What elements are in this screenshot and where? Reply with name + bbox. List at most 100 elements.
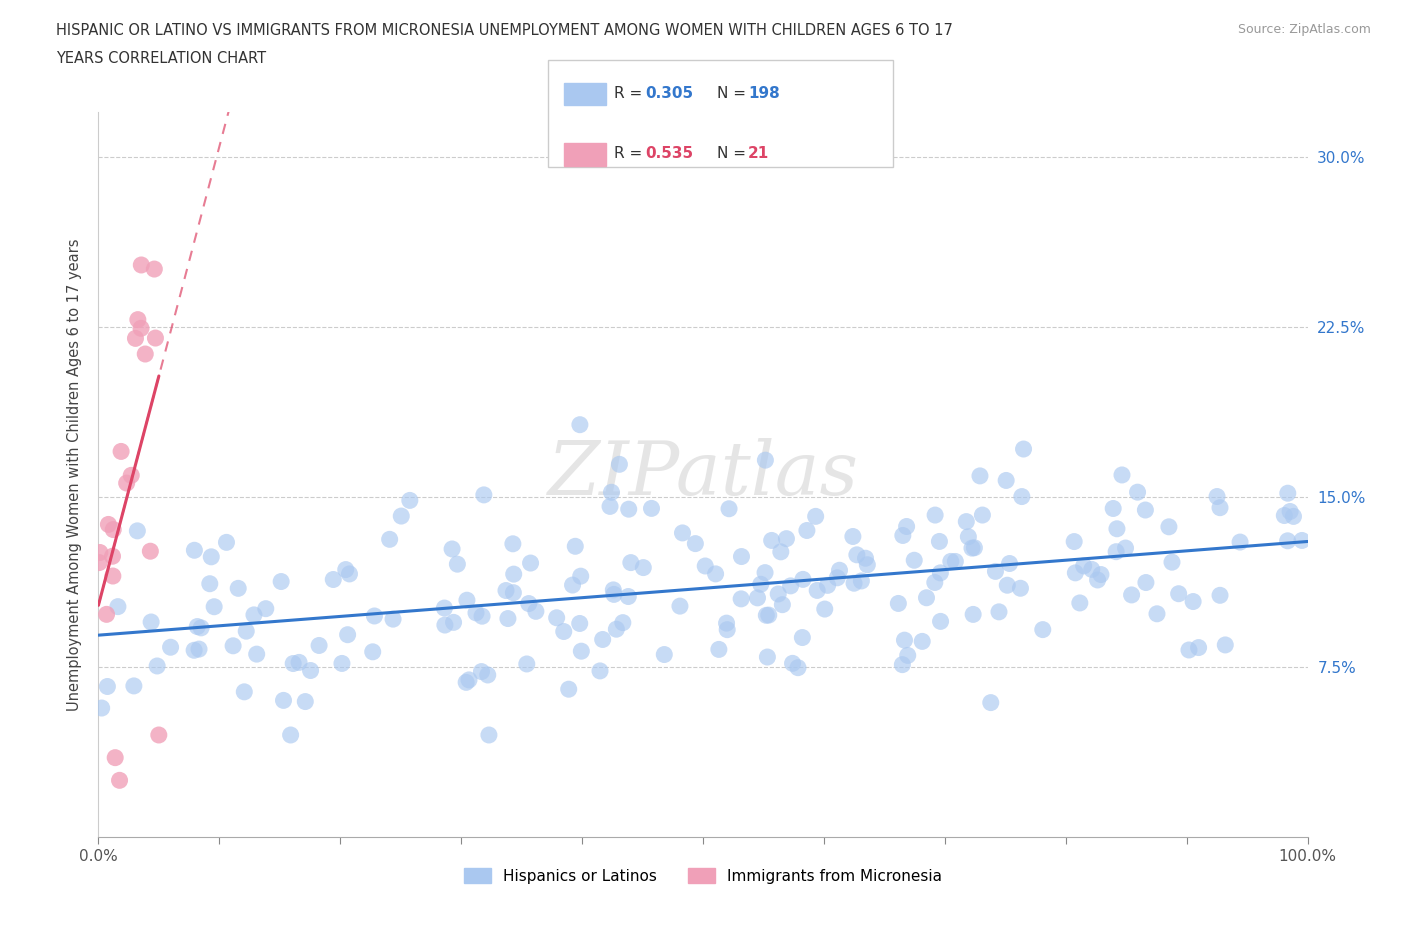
Point bbox=[1010, 581, 1032, 596]
Point bbox=[254, 601, 277, 616]
Point bbox=[502, 537, 524, 551]
Point bbox=[1161, 554, 1184, 569]
Point bbox=[458, 672, 481, 687]
Point bbox=[671, 525, 693, 540]
Point bbox=[609, 457, 631, 472]
Point bbox=[477, 668, 499, 683]
Point bbox=[1157, 519, 1180, 534]
Point bbox=[443, 615, 465, 630]
Point bbox=[1187, 640, 1209, 655]
Point bbox=[139, 615, 162, 630]
Point bbox=[749, 577, 772, 591]
Point bbox=[602, 582, 624, 597]
Point bbox=[1277, 485, 1299, 500]
Point bbox=[929, 614, 952, 629]
Point bbox=[589, 663, 612, 678]
Text: R =: R = bbox=[614, 146, 648, 161]
Point bbox=[1080, 562, 1102, 577]
Point bbox=[1206, 489, 1229, 504]
Point bbox=[669, 599, 692, 614]
Point bbox=[845, 548, 868, 563]
Point bbox=[568, 418, 591, 432]
Point bbox=[599, 499, 621, 514]
Point bbox=[336, 627, 359, 642]
Point bbox=[226, 581, 249, 596]
Point bbox=[131, 258, 153, 272]
Point bbox=[756, 649, 779, 664]
Point bbox=[796, 523, 818, 538]
Point bbox=[1167, 586, 1189, 601]
Point bbox=[962, 607, 984, 622]
Point bbox=[716, 616, 738, 631]
Point bbox=[814, 602, 837, 617]
Point bbox=[104, 751, 127, 765]
Point bbox=[730, 591, 752, 606]
Point bbox=[283, 656, 305, 671]
Point bbox=[270, 574, 292, 589]
Point bbox=[382, 612, 405, 627]
Point bbox=[470, 664, 492, 679]
Point bbox=[361, 644, 384, 659]
Point bbox=[143, 261, 166, 276]
Point bbox=[200, 550, 222, 565]
Point bbox=[456, 675, 478, 690]
Point bbox=[186, 619, 208, 634]
Point bbox=[856, 557, 879, 572]
Point bbox=[1282, 509, 1305, 524]
Point bbox=[465, 605, 488, 620]
Point bbox=[998, 556, 1021, 571]
Point bbox=[782, 656, 804, 671]
Point bbox=[398, 493, 420, 508]
Point bbox=[775, 531, 797, 546]
Point bbox=[1209, 500, 1232, 515]
Point bbox=[139, 544, 162, 559]
Point bbox=[1229, 535, 1251, 550]
Point bbox=[617, 501, 640, 516]
Point bbox=[957, 529, 980, 544]
Point bbox=[330, 656, 353, 671]
Point bbox=[924, 575, 946, 590]
Point bbox=[129, 321, 152, 336]
Point bbox=[828, 563, 851, 578]
Point bbox=[124, 331, 146, 346]
Point bbox=[101, 549, 124, 564]
Point bbox=[110, 444, 132, 458]
Point bbox=[603, 587, 626, 602]
Point bbox=[1102, 501, 1125, 516]
Point bbox=[988, 604, 1011, 619]
Point bbox=[183, 643, 205, 658]
Point bbox=[471, 609, 494, 624]
Point bbox=[519, 555, 541, 570]
Point bbox=[148, 727, 170, 742]
Point bbox=[1073, 558, 1095, 573]
Point bbox=[842, 576, 865, 591]
Point bbox=[817, 578, 839, 592]
Point bbox=[984, 564, 1007, 578]
Point bbox=[995, 473, 1018, 488]
Point bbox=[335, 562, 357, 577]
Point bbox=[943, 554, 966, 569]
Point bbox=[378, 532, 401, 547]
Point bbox=[1063, 534, 1085, 549]
Point bbox=[557, 682, 579, 697]
Point bbox=[640, 501, 662, 516]
Point bbox=[995, 578, 1018, 592]
Point bbox=[1087, 573, 1109, 588]
Point bbox=[804, 509, 827, 524]
Text: ZIPatlas: ZIPatlas bbox=[547, 438, 859, 511]
Y-axis label: Unemployment Among Women with Children Ages 6 to 17 years: Unemployment Among Women with Children A… bbox=[67, 238, 83, 711]
Point bbox=[896, 519, 918, 534]
Point bbox=[280, 727, 302, 742]
Point bbox=[1279, 504, 1302, 519]
Point bbox=[127, 524, 149, 538]
Point bbox=[1115, 540, 1137, 555]
Point bbox=[127, 312, 149, 327]
Point bbox=[96, 679, 118, 694]
Point bbox=[103, 522, 125, 537]
Point bbox=[433, 601, 456, 616]
Point bbox=[893, 632, 915, 647]
Text: 0.535: 0.535 bbox=[645, 146, 693, 161]
Point bbox=[363, 608, 385, 623]
Point bbox=[1135, 502, 1157, 517]
Point bbox=[842, 529, 865, 544]
